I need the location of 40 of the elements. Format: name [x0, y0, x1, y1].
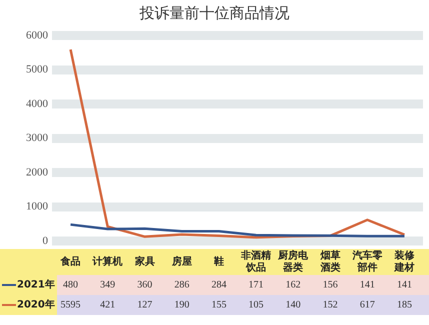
data-label: 360: [137, 280, 152, 291]
x-tick-label: 家具: [134, 256, 155, 268]
data-label: 127: [137, 300, 152, 311]
y-tick-label: 0: [42, 234, 48, 247]
data-label: 105: [248, 300, 264, 311]
y-tick-label: 3000: [26, 132, 48, 144]
data-label: 162: [286, 280, 301, 291]
y-tick-label: 5000: [26, 64, 48, 76]
data-label: 185: [396, 300, 412, 311]
data-label: 156: [322, 280, 338, 291]
y-tick-label: 6000: [26, 29, 48, 42]
data-label: 286: [174, 280, 190, 291]
data-label: 284: [211, 280, 226, 291]
data-label: 5595: [60, 300, 81, 311]
x-tick-label: 烟草酒类: [319, 250, 340, 274]
data-label: 140: [286, 300, 301, 311]
x-tick-label: 计算机: [92, 256, 123, 268]
y-tick-label: 1000: [26, 200, 48, 213]
x-tick-label: 汽车零部件: [351, 250, 382, 274]
data-label: 155: [211, 300, 226, 311]
data-label: 171: [248, 280, 264, 291]
x-tick-label: 装修建材: [393, 250, 416, 274]
data-label: 617: [360, 300, 375, 311]
data-label: 421: [100, 300, 116, 311]
y-tick-label: 4000: [26, 98, 48, 110]
legend-label: 2021年: [17, 278, 55, 291]
data-label: 190: [174, 300, 190, 311]
x-tick-label: 鞋: [212, 256, 224, 268]
data-label: 480: [63, 280, 78, 291]
data-label: 349: [100, 280, 116, 291]
y-tick-label: 2000: [26, 166, 48, 178]
x-tick-label: 厨房电器类: [277, 250, 310, 274]
chart-title: 投诉量前十位商品情况: [138, 4, 290, 23]
data-label: 141: [360, 280, 375, 291]
x-tick-label: 房屋: [170, 256, 192, 268]
data-label: 152: [322, 300, 338, 311]
x-tick-label: 食品: [60, 256, 81, 268]
x-tick-label: 非酒精饮品: [240, 250, 272, 274]
legend-label: 2020年: [17, 298, 55, 311]
data-label: 141: [396, 280, 412, 291]
